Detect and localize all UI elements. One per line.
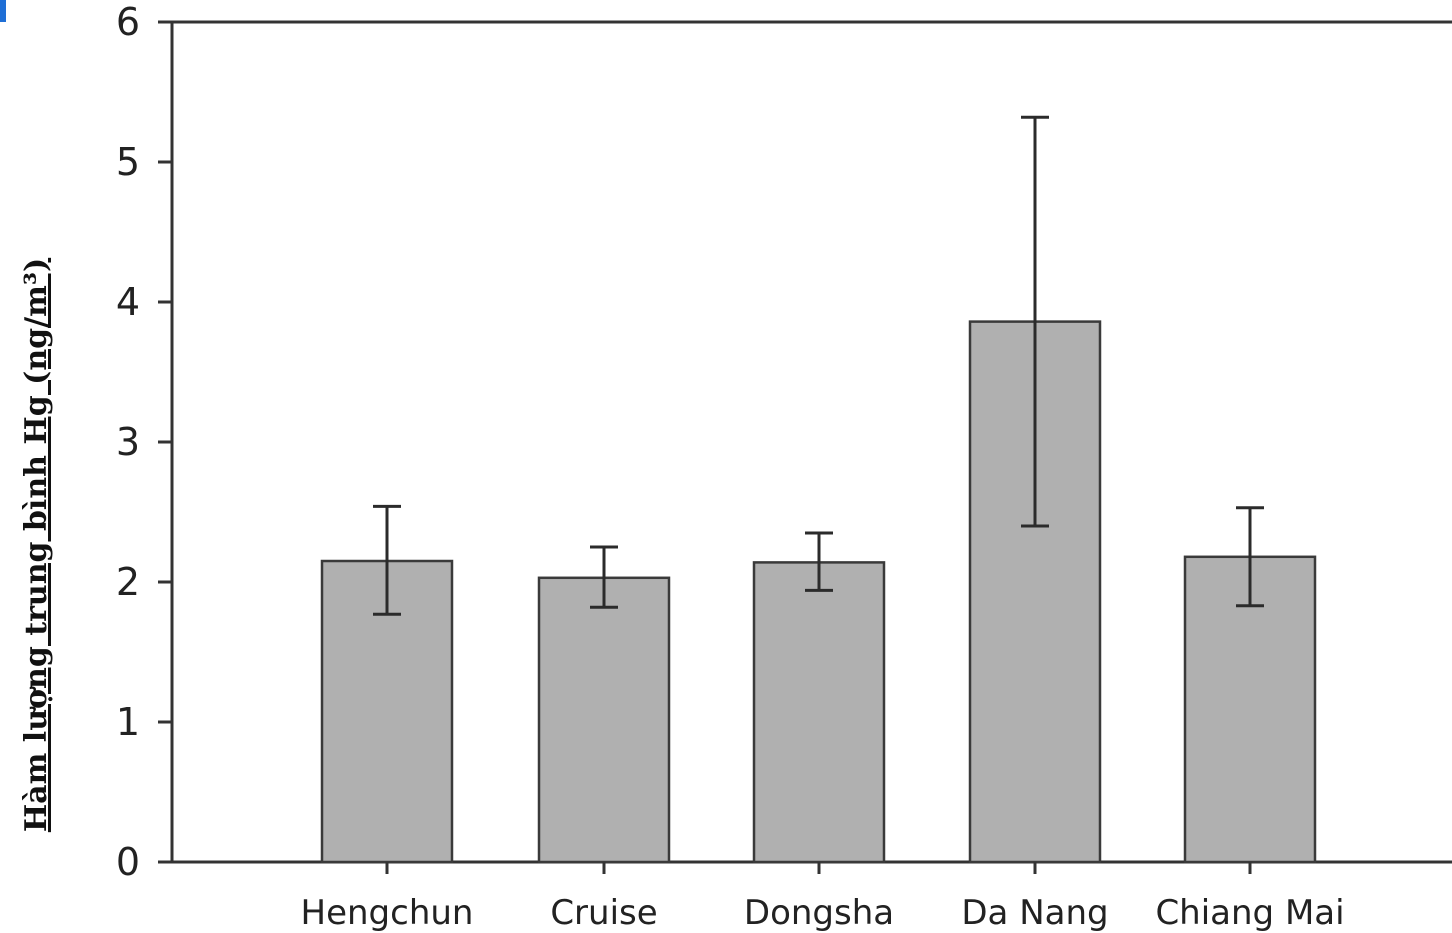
y-tick-label: 1 — [116, 700, 140, 744]
y-tick-label: 6 — [116, 0, 140, 44]
x-category-label: Hengchun — [301, 893, 474, 933]
y-axis-label: Hàm lượng trung bình Hg (ng/m³) — [19, 258, 54, 832]
x-category-label: Cruise — [550, 893, 657, 933]
y-tick-label: 4 — [116, 280, 140, 324]
x-category-label: Chiang Mai — [1155, 893, 1344, 933]
y-tick-label: 2 — [116, 560, 140, 604]
y-ticks: 0 1 2 3 4 5 6 — [116, 0, 172, 884]
y-tick-label: 5 — [116, 140, 140, 184]
category-labels: Hengchun Cruise Dongsha Da Nang Chiang Mai — [301, 862, 1345, 933]
bar-chiang-mai — [1183, 555, 1317, 864]
corner-mark — [0, 0, 6, 22]
bar-dongsha — [752, 561, 886, 864]
x-category-label: Dongsha — [744, 893, 894, 933]
y-tick-label: 0 — [116, 840, 140, 884]
bar-cruise — [537, 576, 671, 864]
y-tick-label: 3 — [116, 420, 140, 464]
error-bars — [373, 115, 1264, 616]
x-category-label: Da Nang — [961, 893, 1108, 933]
